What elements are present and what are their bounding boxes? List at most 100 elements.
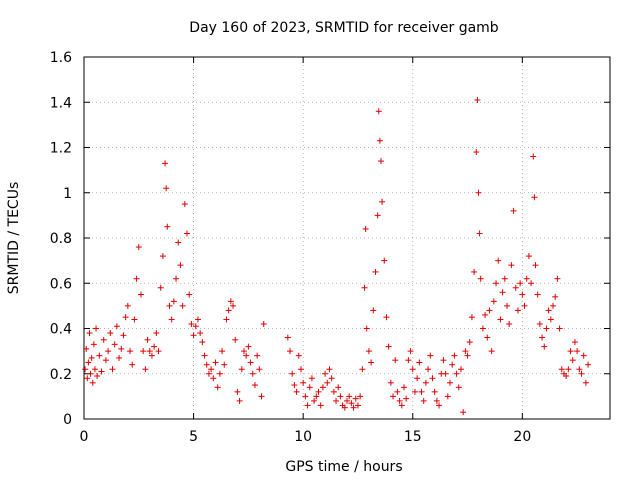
data-point: [372, 268, 379, 275]
data-point: [212, 359, 219, 366]
data-point: [89, 379, 96, 386]
data-point: [563, 373, 570, 380]
data-point: [490, 298, 497, 305]
data-point: [308, 375, 315, 382]
data-point: [258, 393, 265, 400]
data-point: [530, 153, 537, 160]
axis-ticks: 0 0.2 0.4 0.6 0.8 1 1.2 1.4 1.6 0 5 10 15 20: [50, 50, 610, 445]
data-point: [129, 361, 136, 368]
data-point: [133, 275, 140, 282]
data-point: [192, 323, 199, 330]
data-point: [289, 370, 296, 377]
data-point: [508, 262, 515, 269]
data-point: [477, 275, 484, 282]
data-point: [550, 302, 557, 309]
data-point: [466, 339, 473, 346]
data-point: [223, 316, 230, 323]
data-point: [304, 402, 311, 409]
data-point: [416, 359, 423, 366]
data-point: [532, 262, 539, 269]
data-point: [468, 314, 475, 321]
data-point: [227, 298, 234, 305]
data-point: [411, 388, 418, 395]
data-point: [284, 334, 291, 341]
data-point: [512, 284, 519, 291]
data-point: [447, 379, 454, 386]
data-point: [335, 384, 342, 391]
data-point: [495, 257, 502, 264]
data-point: [474, 96, 481, 103]
data-point: [451, 352, 458, 359]
data-point: [370, 307, 377, 314]
data-point: [181, 201, 188, 208]
data-point: [326, 366, 333, 373]
data-point: [91, 366, 98, 373]
data-point: [140, 348, 147, 355]
y-tick-label: 1.4: [50, 95, 72, 111]
data-point: [499, 289, 506, 296]
data-point: [348, 400, 355, 407]
data-point: [394, 388, 401, 395]
data-point: [473, 149, 480, 156]
data-point: [135, 244, 142, 251]
data-point: [409, 366, 416, 373]
data-point: [514, 307, 521, 314]
data-point: [344, 397, 350, 404]
data-point: [501, 275, 508, 282]
data-point: [199, 339, 206, 346]
data-point: [291, 382, 298, 389]
data-point: [317, 402, 324, 409]
data-point: [357, 393, 364, 400]
data-point: [330, 388, 337, 395]
data-point: [153, 330, 160, 337]
data-point: [194, 316, 201, 323]
data-point: [245, 343, 252, 350]
data-point: [556, 325, 563, 332]
data-point: [93, 325, 100, 332]
data-point: [545, 307, 552, 314]
data-point: [449, 361, 456, 368]
data-point: [543, 325, 550, 332]
data-point: [201, 352, 208, 359]
data-point: [102, 357, 109, 364]
data-point: [179, 302, 186, 309]
data-point: [365, 348, 372, 355]
data-point: [144, 336, 151, 343]
data-point: [170, 298, 177, 305]
data-point: [475, 189, 482, 196]
data-point: [219, 348, 226, 355]
data-point: [381, 257, 388, 264]
data-point: [552, 293, 559, 300]
data-point: [319, 384, 326, 391]
data-point: [362, 225, 369, 232]
data-point: [433, 397, 440, 404]
data-point: [163, 185, 170, 192]
data-point: [175, 239, 182, 246]
data-point: [350, 404, 357, 411]
data-point: [230, 302, 237, 309]
data-point: [124, 302, 131, 309]
data-point: [137, 291, 144, 298]
data-point: [184, 230, 191, 237]
data-point: [486, 307, 493, 314]
data-point: [383, 314, 390, 321]
data-point: [205, 370, 212, 377]
data-point: [464, 352, 471, 359]
x-tick-label: 5: [189, 429, 198, 445]
data-point: [306, 384, 313, 391]
data-point: [337, 393, 344, 400]
data-point: [83, 345, 90, 352]
data-point: [431, 388, 438, 395]
data-point: [377, 158, 384, 165]
data-point: [525, 253, 532, 260]
data-point: [251, 382, 258, 389]
y-tick-label: 0.6: [50, 276, 72, 292]
data-point: [249, 370, 256, 377]
data-point: [131, 316, 138, 323]
y-tick-label: 1.2: [50, 141, 72, 157]
x-tick-label: 10: [294, 429, 312, 445]
data-point: [210, 375, 217, 382]
data-point: [488, 348, 495, 355]
data-point: [407, 348, 414, 355]
